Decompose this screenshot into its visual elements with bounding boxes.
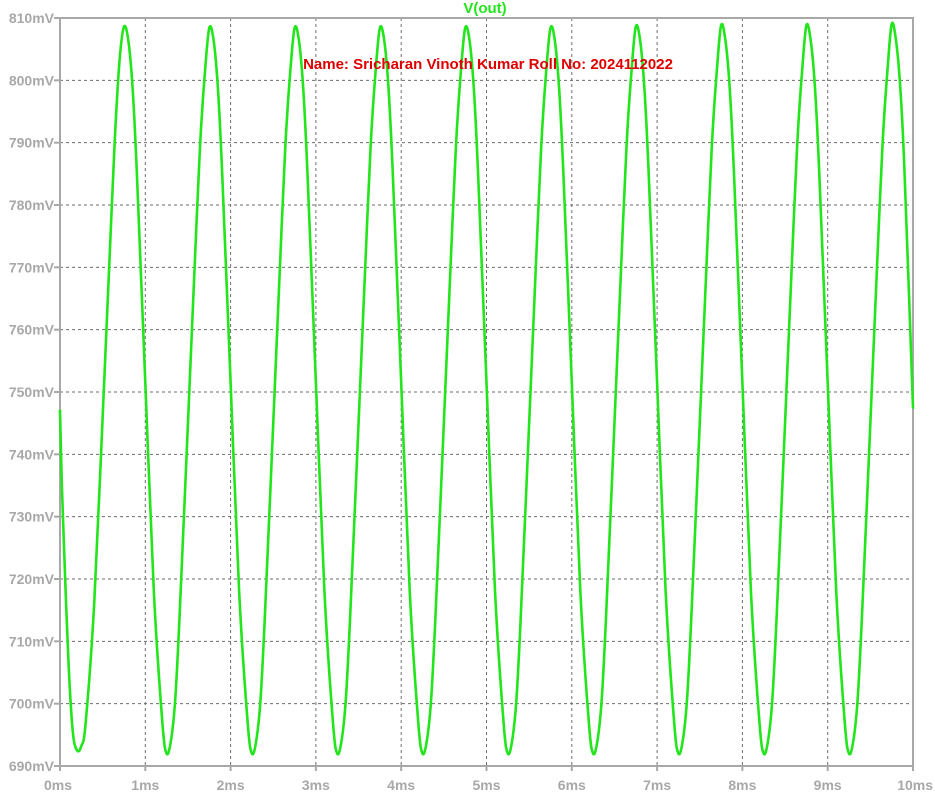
x-tick-label: 9ms: [814, 777, 842, 793]
y-tick-label: 800mV: [9, 72, 55, 88]
x-tick-label: 5ms: [472, 777, 500, 793]
x-tick-label: 2ms: [217, 777, 245, 793]
y-tick-label: 750mV: [9, 384, 55, 400]
y-tick-label: 760mV: [9, 322, 55, 338]
y-tick-label: 740mV: [9, 446, 55, 462]
x-tick-label: 7ms: [643, 777, 671, 793]
y-tick-label: 810mV: [9, 10, 55, 26]
x-axis-ticks: 0ms 1ms 2ms 3ms 4ms 5ms 6ms 7ms 8ms 9ms 10ms: [44, 766, 933, 793]
x-tick-label: 4ms: [387, 777, 415, 793]
y-tick-label: 690mV: [9, 758, 55, 774]
y-axis-ticks: 810mV 800mV 790mV 780mV 770mV 760mV 750mV 740mV…: [9, 10, 60, 774]
series-layer: [58, 21, 915, 756]
x-tick-label: 3ms: [302, 777, 330, 793]
y-tick-label: 730mV: [9, 509, 55, 525]
x-tick-label: 10ms: [897, 777, 933, 793]
x-tick-label: 6ms: [558, 777, 586, 793]
x-tick-label: 1ms: [131, 777, 159, 793]
y-tick-label: 770mV: [9, 259, 55, 275]
chart-title[interactable]: V(out): [463, 0, 506, 17]
y-tick-label: 700mV: [9, 696, 55, 712]
x-tick-label: 0ms: [44, 777, 72, 793]
y-tick-label: 710mV: [9, 633, 55, 649]
y-tick-label: 790mV: [9, 135, 55, 151]
series-line-vout: [58, 21, 915, 756]
chart-annotation: Name: Sricharan Vinoth Kumar Roll No: 20…: [303, 56, 673, 73]
y-tick-label: 720mV: [9, 571, 55, 587]
y-tick-label: 780mV: [9, 197, 55, 213]
x-tick-label: 8ms: [728, 777, 756, 793]
